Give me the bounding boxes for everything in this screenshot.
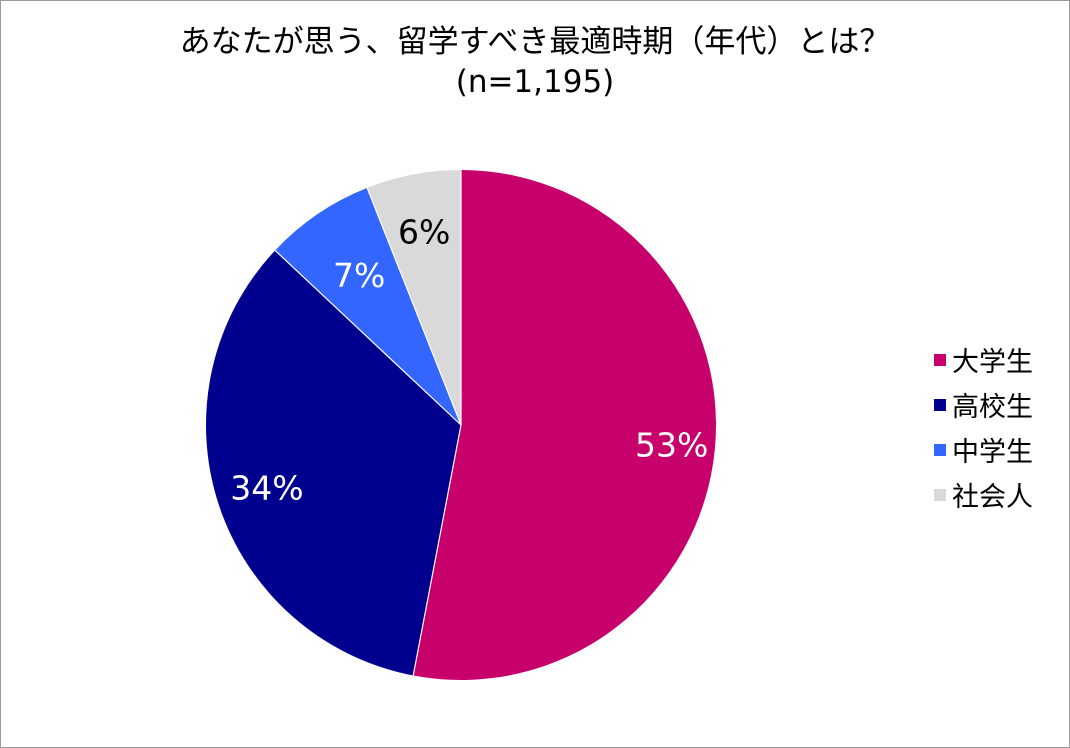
- pie-slice-koukousei: [205, 250, 461, 676]
- slice-separator: [412, 424, 462, 676]
- legend-item-shakaijin: 社会人: [934, 472, 1033, 517]
- legend-label: 中学生: [952, 437, 1033, 468]
- pie-label-chuugakusei: 7%: [333, 256, 385, 295]
- legend-label: 大学生: [952, 347, 1033, 378]
- chart-legend: 大学生高校生中学生社会人: [934, 337, 1033, 517]
- legend-label: 社会人: [952, 482, 1033, 513]
- pie-label-shakaijin: 6%: [398, 213, 450, 252]
- pie-slice-shakaijin: [367, 170, 461, 425]
- chart-title-block: あなたが思う、留学すべき最適時期（年代）とは？ (n=1,195): [0, 22, 1070, 102]
- legend-swatch: [934, 443, 946, 456]
- slice-separator: [274, 250, 462, 426]
- legend-item-koukousei: 高校生: [934, 382, 1033, 427]
- pie-label-koukousei: 34%: [230, 469, 303, 508]
- legend-swatch: [934, 488, 946, 501]
- legend-swatch: [934, 353, 946, 366]
- legend-item-daigakusei: 大学生: [934, 337, 1033, 382]
- pie-slice-chuugakusei: [275, 187, 461, 425]
- pie-labels: 53% 34% 7% 6%: [230, 213, 708, 508]
- pie-slice-daigakusei: [413, 170, 716, 681]
- legend-swatch: [934, 398, 946, 411]
- legend-label: 高校生: [952, 392, 1033, 423]
- slice-separator: [366, 187, 462, 426]
- legend-item-chuugakusei: 中学生: [934, 427, 1033, 472]
- pie-label-daigakusei: 53%: [635, 425, 708, 464]
- pie-slices: [205, 170, 716, 681]
- chart-subtitle: (n=1,195): [455, 64, 615, 100]
- chart-title: あなたが思う、留学すべき最適時期（年代）とは？: [179, 24, 891, 60]
